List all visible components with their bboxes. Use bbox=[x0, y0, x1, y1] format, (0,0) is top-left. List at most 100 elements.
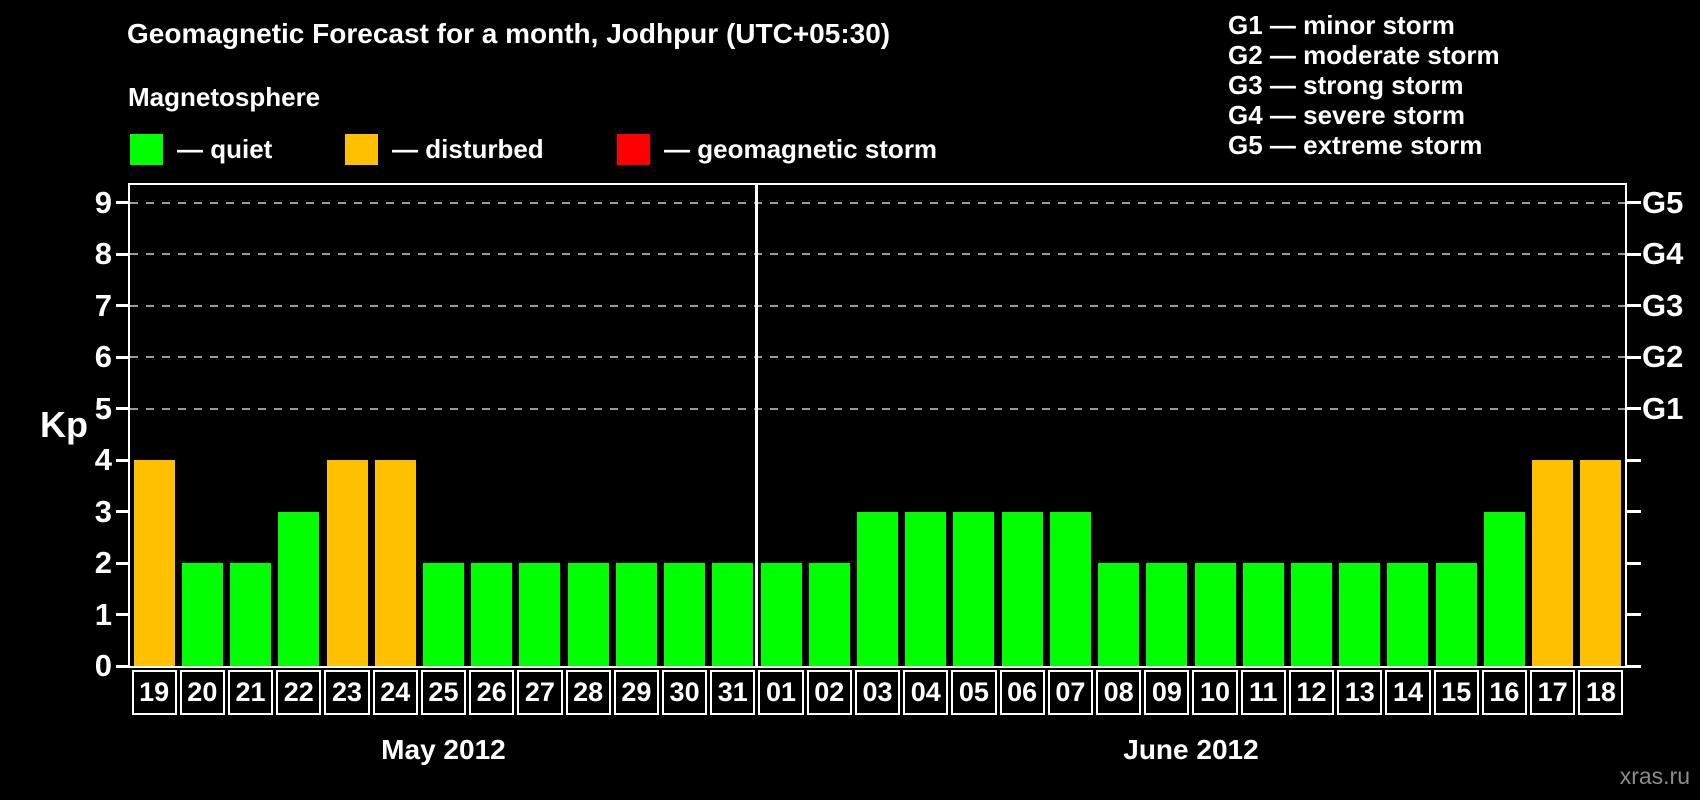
disturbed-swatch bbox=[345, 133, 378, 165]
day-label-box: 19 bbox=[131, 670, 177, 715]
day-label-box: 03 bbox=[854, 670, 901, 715]
kp-bar-june-08 bbox=[1098, 563, 1140, 666]
day-label-box: 16 bbox=[1481, 670, 1528, 715]
month-divider bbox=[754, 185, 758, 666]
kp-bar-june-12 bbox=[1291, 563, 1333, 666]
plot-area bbox=[130, 185, 1625, 666]
kp-bar-june-13 bbox=[1339, 563, 1381, 666]
g1-legend-line: G1 — minor storm bbox=[1228, 10, 1455, 40]
left-axis-tick bbox=[116, 458, 130, 462]
day-label-box: 29 bbox=[613, 670, 659, 715]
storm-swatch bbox=[617, 133, 650, 165]
right-axis-tick bbox=[1627, 561, 1641, 565]
day-label-box: 31 bbox=[710, 670, 756, 715]
kp-bar-june-03 bbox=[857, 511, 898, 666]
right-axis-tick bbox=[1627, 201, 1641, 204]
left-axis-tick bbox=[116, 201, 130, 204]
y-axis-tick-label-1: 1 bbox=[94, 596, 112, 632]
left-axis-tick bbox=[116, 510, 130, 513]
y-axis-tick-label-0: 0 bbox=[94, 648, 112, 683]
day-label-box: 14 bbox=[1385, 670, 1431, 715]
right-axis-tick bbox=[1627, 510, 1641, 513]
kp-bar-june-10 bbox=[1194, 563, 1236, 666]
kp-bar-june-04 bbox=[905, 511, 947, 666]
day-label-box: 13 bbox=[1337, 670, 1383, 715]
day-label-box: 09 bbox=[1144, 670, 1190, 715]
day-label-box: 02 bbox=[806, 670, 852, 715]
day-label-box: 06 bbox=[999, 670, 1045, 715]
legend-item-quiet: — quiet bbox=[130, 133, 272, 165]
day-label-box: 27 bbox=[517, 670, 563, 715]
legend-item-storm: — geomagnetic storm bbox=[617, 133, 937, 165]
month-label-1: June 2012 bbox=[1123, 734, 1259, 765]
y-axis-tick-label-3: 3 bbox=[94, 493, 112, 529]
gridline-kp7 bbox=[130, 304, 1625, 307]
left-axis-tick bbox=[116, 613, 130, 616]
g-scale-label-g2: G2 bbox=[1642, 339, 1684, 374]
day-label-box: 30 bbox=[661, 670, 708, 715]
y-axis-title: Kp bbox=[40, 404, 88, 445]
kp-bar-may-20 bbox=[181, 563, 223, 666]
y-axis-tick-label-8: 8 bbox=[94, 236, 112, 271]
left-axis-tick bbox=[116, 407, 130, 410]
kp-bar-june-02 bbox=[808, 563, 850, 666]
kp-bar-june-16 bbox=[1483, 511, 1525, 666]
day-label-box: 26 bbox=[469, 670, 515, 715]
day-label-box: 20 bbox=[179, 670, 225, 715]
day-label-box: 28 bbox=[565, 670, 611, 715]
left-axis-tick bbox=[116, 561, 130, 565]
kp-bar-may-29 bbox=[615, 563, 657, 666]
day-label-box: 21 bbox=[227, 670, 274, 715]
y-axis-tick-label-9: 9 bbox=[94, 184, 112, 220]
g-scale-label-g4: G4 bbox=[1642, 236, 1684, 271]
kp-bar-june-07 bbox=[1049, 511, 1091, 666]
right-axis-tick bbox=[1627, 613, 1641, 616]
g5-legend-line: G5 — extreme storm bbox=[1228, 130, 1483, 160]
kp-bar-may-21 bbox=[230, 563, 272, 666]
day-label-box: 23 bbox=[324, 670, 370, 715]
kp-bar-june-05 bbox=[953, 511, 995, 666]
kp-bar-june-18 bbox=[1580, 460, 1622, 666]
day-label-box: 10 bbox=[1192, 670, 1238, 715]
g-scale-label-g5: G5 bbox=[1642, 184, 1684, 220]
g3-legend-line: G3 — strong storm bbox=[1228, 70, 1464, 100]
day-label-box: 11 bbox=[1240, 670, 1286, 715]
gridline-kp8 bbox=[130, 253, 1625, 255]
left-axis-tick bbox=[116, 304, 130, 307]
day-label-box: 17 bbox=[1530, 670, 1576, 715]
day-label-box: 22 bbox=[276, 670, 322, 715]
day-label-box: 08 bbox=[1096, 670, 1142, 715]
day-label-box: 15 bbox=[1433, 670, 1479, 715]
g4-legend-line: G4 — severe storm bbox=[1228, 100, 1466, 130]
disturbed-label: — disturbed bbox=[392, 134, 544, 164]
day-label-box: 12 bbox=[1288, 670, 1335, 715]
kp-bar-may-31 bbox=[712, 563, 754, 666]
y-axis-tick-label-2: 2 bbox=[94, 545, 112, 580]
gridline-kp5 bbox=[130, 407, 1625, 410]
right-axis-tick bbox=[1627, 458, 1641, 462]
day-label-box: 04 bbox=[903, 670, 949, 715]
page-title: Geomagnetic Forecast for a month, Jodhpu… bbox=[127, 18, 891, 49]
g-scale-label-g1: G1 bbox=[1642, 390, 1684, 426]
y-axis-tick-label-4: 4 bbox=[94, 442, 112, 477]
right-axis-tick bbox=[1627, 664, 1641, 668]
kp-bar-may-24 bbox=[374, 460, 416, 666]
storm-scale-legend: G1 — minor storm G2 — moderate storm G3 … bbox=[1228, 10, 1500, 160]
kp-bar-june-15 bbox=[1435, 563, 1477, 666]
left-axis-tick bbox=[116, 664, 130, 668]
right-axis-tick bbox=[1627, 407, 1641, 410]
y-axis-tick-label-7: 7 bbox=[94, 287, 112, 323]
day-label-box: 05 bbox=[951, 670, 997, 715]
kp-bar-may-26 bbox=[471, 563, 513, 666]
legend-heading: Magnetosphere bbox=[128, 82, 321, 112]
kp-bar-may-28 bbox=[567, 563, 609, 666]
storm-label: — geomagnetic storm bbox=[664, 134, 938, 164]
quiet-swatch bbox=[130, 133, 163, 165]
g-scale-label-g3: G3 bbox=[1642, 287, 1684, 323]
y-axis-tick-label-5: 5 bbox=[94, 390, 112, 426]
kp-bar-may-22 bbox=[278, 511, 320, 666]
kp-bar-june-11 bbox=[1242, 563, 1284, 666]
day-label-box: 01 bbox=[758, 670, 804, 715]
kp-bar-june-01 bbox=[760, 563, 802, 666]
